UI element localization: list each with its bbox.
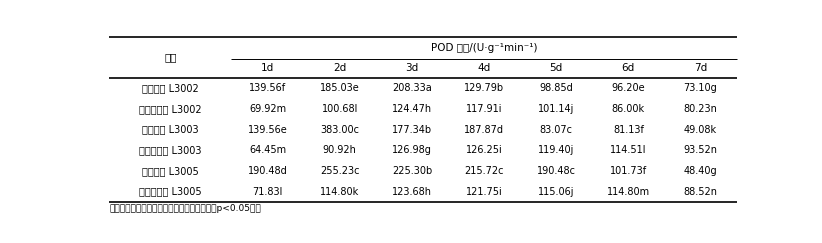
Text: 100.68l: 100.68l [321, 104, 358, 114]
Text: 93.52n: 93.52n [684, 145, 718, 155]
Text: 49.08k: 49.08k [684, 125, 717, 135]
Text: 未接种菌株 L3003: 未接种菌株 L3003 [139, 145, 201, 155]
Text: 117.91i: 117.91i [466, 104, 502, 114]
Text: 114.80k: 114.80k [320, 187, 359, 197]
Text: 225.30b: 225.30b [392, 166, 432, 176]
Text: POD 活性/(U·g⁻¹min⁻¹): POD 活性/(U·g⁻¹min⁻¹) [431, 43, 538, 53]
Text: 81.13f: 81.13f [613, 125, 644, 135]
Text: 126.25i: 126.25i [466, 145, 502, 155]
Text: 383.00c: 383.00c [321, 125, 359, 135]
Text: 80.23n: 80.23n [684, 104, 718, 114]
Text: 接种菌株 L3005: 接种菌株 L3005 [142, 166, 199, 176]
Text: 126.98g: 126.98g [392, 145, 432, 155]
Text: 4d: 4d [478, 63, 491, 73]
Text: 139.56f: 139.56f [249, 83, 286, 93]
Text: 114.51l: 114.51l [610, 145, 647, 155]
Text: 64.45m: 64.45m [249, 145, 286, 155]
Text: 7d: 7d [694, 63, 707, 73]
Text: 215.72c: 215.72c [464, 166, 504, 176]
Text: 未接种菌株 L3005: 未接种菌株 L3005 [139, 187, 201, 197]
Text: 124.47h: 124.47h [392, 104, 432, 114]
Text: 菌株: 菌株 [164, 52, 177, 62]
Text: 139.56e: 139.56e [247, 125, 288, 135]
Text: 101.73f: 101.73f [610, 166, 647, 176]
Text: 90.92h: 90.92h [323, 145, 357, 155]
Text: 121.75i: 121.75i [466, 187, 502, 197]
Text: 接种菌株 L3003: 接种菌株 L3003 [142, 125, 199, 135]
Text: 187.87d: 187.87d [464, 125, 504, 135]
Text: 86.00k: 86.00k [612, 104, 645, 114]
Text: 1d: 1d [261, 63, 275, 73]
Text: 98.85d: 98.85d [539, 83, 573, 93]
Text: 2d: 2d [333, 63, 346, 73]
Text: 123.68h: 123.68h [392, 187, 432, 197]
Text: 6d: 6d [621, 63, 635, 73]
Text: 119.40j: 119.40j [538, 145, 575, 155]
Text: 96.20e: 96.20e [612, 83, 645, 93]
Text: 115.06j: 115.06j [538, 187, 575, 197]
Text: 101.14j: 101.14j [538, 104, 575, 114]
Text: 114.80m: 114.80m [607, 187, 650, 197]
Text: 未接种菌株 L3002: 未接种菌株 L3002 [139, 104, 201, 114]
Text: 88.52n: 88.52n [684, 187, 718, 197]
Text: 83.07c: 83.07c [540, 125, 573, 135]
Text: 208.33a: 208.33a [392, 83, 432, 93]
Text: 185.03e: 185.03e [320, 83, 359, 93]
Text: 177.34b: 177.34b [392, 125, 432, 135]
Text: 255.23c: 255.23c [320, 166, 359, 176]
Text: 73.10g: 73.10g [684, 83, 718, 93]
Text: 190.48d: 190.48d [247, 166, 288, 176]
Text: 71.83l: 71.83l [252, 187, 283, 197]
Text: 69.92m: 69.92m [249, 104, 286, 114]
Text: 注：同列数据后不同小写字母表示差异显著（p<0.05）。: 注：同列数据后不同小写字母表示差异显著（p<0.05）。 [109, 204, 261, 213]
Text: 3d: 3d [405, 63, 418, 73]
Text: 5d: 5d [550, 63, 563, 73]
Text: 48.40g: 48.40g [684, 166, 718, 176]
Text: 129.79b: 129.79b [464, 83, 504, 93]
Text: 190.48c: 190.48c [537, 166, 575, 176]
Text: 接种菌株 L3002: 接种菌株 L3002 [142, 83, 199, 93]
